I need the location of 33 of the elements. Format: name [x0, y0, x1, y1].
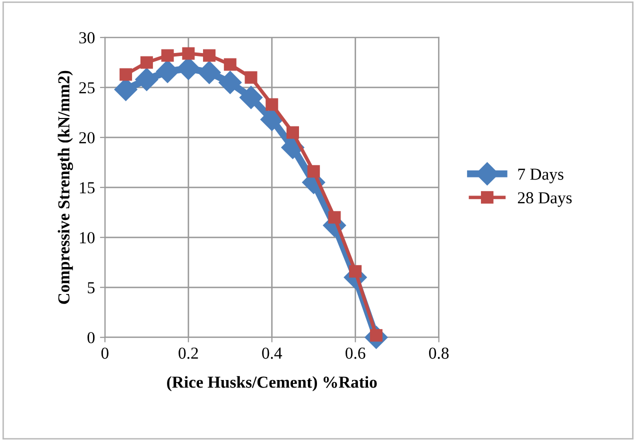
- y-tick-label: 25: [79, 82, 95, 94]
- x-tick-label: 0.6: [346, 348, 366, 359]
- y-tick-label: 10: [80, 232, 95, 244]
- x-tick-label: 0: [101, 348, 108, 359]
- legend-label: 7 Days: [518, 168, 564, 184]
- point: [135, 68, 158, 91]
- point: [307, 165, 320, 178]
- point: [218, 70, 242, 94]
- x-tick-label: 0.4: [262, 348, 282, 359]
- point: [266, 98, 278, 111]
- point: [240, 86, 263, 109]
- point: [120, 68, 132, 81]
- point: [328, 211, 341, 224]
- y-tick-label: 15: [80, 182, 95, 194]
- point: [182, 47, 195, 60]
- point: [156, 60, 180, 83]
- y-tick-label: 0: [88, 332, 95, 344]
- point: [286, 126, 300, 139]
- y-tick-label: 5: [88, 282, 95, 294]
- point: [203, 49, 216, 62]
- point: [161, 49, 174, 62]
- point: [224, 58, 236, 71]
- y-axis-title: Compressive Strength (kN/mm2): [58, 70, 73, 304]
- legend-label: 28 Days: [518, 192, 572, 207]
- x-tick-label: 0.2: [178, 348, 198, 359]
- point: [140, 56, 153, 69]
- y-tick-label: 30: [79, 32, 95, 44]
- x-axis-title: (Rice Husks/Cement) %Ratio: [167, 376, 377, 392]
- point: [349, 265, 362, 278]
- y-tick-label: 20: [79, 132, 95, 144]
- point: [198, 60, 221, 84]
- x-tick-label: 0.8: [429, 348, 449, 359]
- point: [244, 71, 258, 84]
